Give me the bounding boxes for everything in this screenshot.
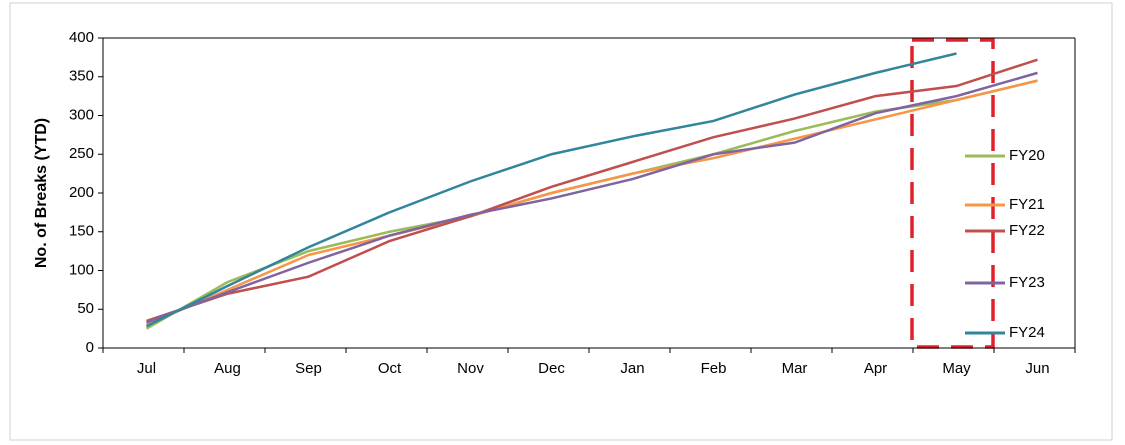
y-tick-label: 50 bbox=[77, 300, 94, 317]
x-tick-label: Apr bbox=[864, 360, 887, 377]
y-tick-label: 200 bbox=[69, 184, 94, 201]
series-line bbox=[145, 79, 1038, 330]
legend-label: FY23 bbox=[1009, 274, 1045, 291]
legend-label: FY21 bbox=[1009, 196, 1045, 213]
x-tick-label: Jun bbox=[1025, 360, 1049, 377]
legend-label: FY20 bbox=[1009, 147, 1045, 164]
y-tick-label: 250 bbox=[69, 145, 94, 162]
x-tick-label: Jan bbox=[620, 360, 644, 377]
y-tick-label: 100 bbox=[69, 261, 94, 278]
series-line bbox=[146, 58, 1038, 323]
x-tick-label: Oct bbox=[378, 360, 402, 377]
y-axis-label: No. of Breaks (YTD) bbox=[33, 118, 50, 268]
legend-label: FY24 bbox=[1009, 324, 1045, 341]
y-tick-label: 300 bbox=[69, 106, 94, 123]
x-tick-label: Aug bbox=[214, 360, 241, 377]
x-tick-label: Dec bbox=[538, 360, 565, 377]
y-tick-label: 350 bbox=[69, 68, 94, 85]
x-tick-label: Mar bbox=[782, 360, 808, 377]
series-line bbox=[145, 52, 957, 328]
series-line bbox=[146, 79, 1038, 326]
x-tick-label: Feb bbox=[701, 360, 727, 377]
frame bbox=[9, 2, 1113, 441]
legend-label: FY22 bbox=[1009, 222, 1045, 239]
y-tick-label: 150 bbox=[69, 223, 94, 240]
x-tick-label: Sep bbox=[295, 360, 322, 377]
x-tick-label: Jul bbox=[137, 360, 156, 377]
highlight-box bbox=[910, 38, 995, 349]
y-tick-label: 400 bbox=[69, 29, 94, 46]
y-tick-label: 0 bbox=[86, 339, 94, 356]
series-line bbox=[146, 71, 1038, 324]
x-tick-label: May bbox=[942, 360, 971, 377]
x-tick-label: Nov bbox=[457, 360, 484, 377]
